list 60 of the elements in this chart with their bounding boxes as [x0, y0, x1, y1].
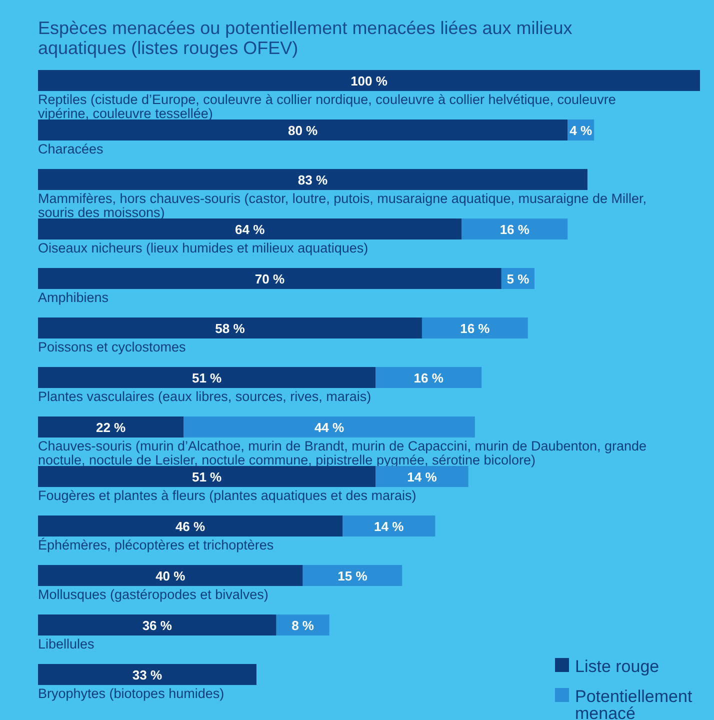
bar: [422, 318, 528, 338]
bar: [38, 120, 568, 140]
y-tick-label: Libellules: [38, 636, 95, 652]
bar: [462, 218, 568, 240]
bar: [38, 516, 343, 536]
y-tick-label: Mammifères, hors chauves-souris (castor, loutre, putois, musaraigne aquatique, musaraigne de Miller, souris des moissons): [38, 191, 647, 220]
bar: [276, 614, 330, 636]
y-tick-label: Plantes vasculaires (eaux libres, sources, rives, marais): [38, 389, 372, 404]
y-tick-label: Fougères et plantes à fleurs (plantes aquatiques et des marais): [38, 488, 416, 503]
data-label: 14 %: [407, 470, 438, 484]
bar: [38, 70, 700, 91]
y-tick-label: Éphémères, plécoptères et trichoptères: [38, 538, 274, 552]
data-label: 100 %: [350, 74, 388, 88]
bar: [342, 516, 436, 536]
data-label: 14 %: [374, 519, 404, 534]
bar: [302, 565, 402, 586]
data-label: 40 %: [156, 568, 186, 584]
bar: [38, 565, 303, 586]
data-label: 4 %: [570, 123, 592, 138]
data-label: 15 %: [338, 568, 368, 584]
bar: [38, 614, 276, 636]
data-label: 70 %: [254, 272, 285, 286]
data-label: 46 %: [175, 519, 206, 534]
data-label: 22 %: [96, 420, 126, 435]
bar: [38, 664, 256, 685]
data-label: 83 %: [298, 172, 328, 188]
bar: [376, 367, 482, 388]
data-label: 33 %: [132, 668, 162, 682]
bar: [38, 318, 422, 338]
bar: [184, 416, 475, 438]
data-label: 16 %: [500, 222, 530, 237]
bar: [38, 218, 462, 240]
y-tick-label: Bryophytes (biotopes humides): [38, 686, 224, 701]
y-tick-label: Mollusques (gastéropodes et bivalves): [38, 587, 268, 602]
data-label: 58 %: [215, 321, 246, 336]
y-tick-label: Oiseaux nicheurs (lieux humides et milieux aquatiques): [38, 240, 368, 256]
y-tick-label: Chauves-souris (murin d’Alcathoe, murin de Brandt, murin de Capaccini, murin de Daubenton, grande noctule, noctule de Leisler, noctule commune, pipistrelle pygmée, sérotine bicolore): [38, 438, 647, 468]
data-label: 51 %: [192, 470, 222, 484]
bar: [38, 416, 184, 438]
y-tick-label: Characées: [38, 142, 104, 156]
legend-label: Liste rouge: [575, 657, 660, 676]
data-label: 44 %: [314, 420, 345, 435]
y-tick-label: Reptiles (cistude d’Europe, couleuvre à collier nordique, couleuvre à collier helvétique, couleuvre vipérine, couleuvre tessellée): [38, 92, 616, 121]
data-label: 64 %: [235, 222, 266, 237]
chart-title: Espèces menacées ou potentiellement menacées liées aux milieux aquatiques (listes rouges OFEV): [38, 18, 572, 58]
data-label: 36 %: [142, 618, 172, 633]
data-label: 5 %: [506, 272, 530, 286]
bar: [38, 367, 376, 388]
bar: [38, 169, 588, 190]
data-label: 80 %: [288, 123, 318, 138]
bar: [38, 466, 376, 487]
data-label: 8 %: [292, 618, 314, 633]
bar: [376, 466, 468, 487]
y-tick-label: Poissons et cyclostomes: [38, 340, 186, 354]
legend-label: Potentiellement menacé: [575, 687, 692, 720]
bar: [38, 268, 502, 289]
data-label: 51 %: [192, 370, 222, 386]
data-label: 16 %: [414, 370, 444, 386]
data-label: 16 %: [460, 321, 490, 336]
y-tick-label: Amphibiens: [38, 290, 109, 305]
